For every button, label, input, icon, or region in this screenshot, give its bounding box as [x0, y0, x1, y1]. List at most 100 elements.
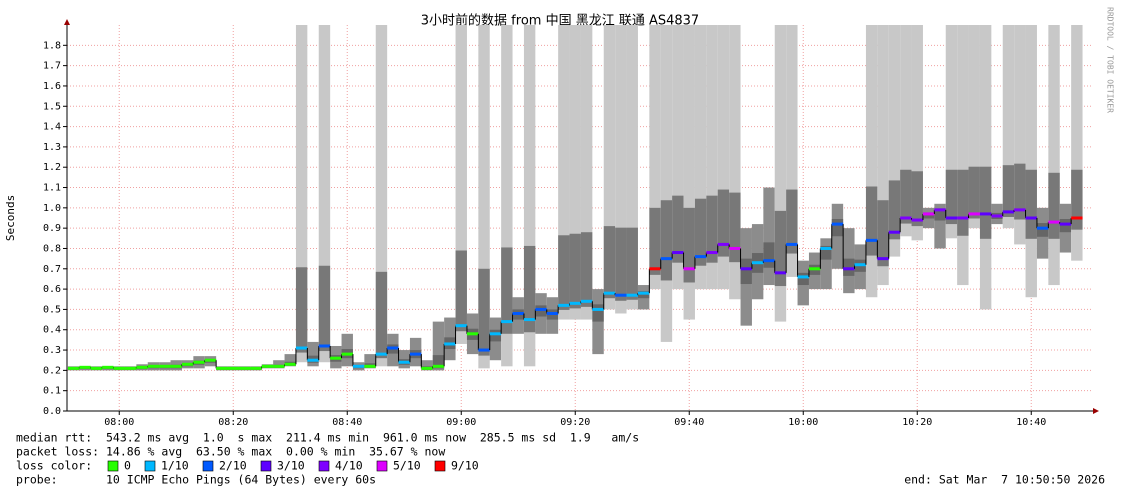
smoke-core [295, 267, 308, 353]
smoke-core [740, 258, 752, 285]
median-segment [352, 364, 365, 368]
smoke-band [968, 25, 980, 229]
smoke-band [318, 25, 331, 363]
median-segment [1036, 226, 1049, 230]
median-segment [284, 362, 296, 366]
x-tick-label: 10:40 [1016, 417, 1046, 428]
y-tick-label: 0.8 [43, 243, 61, 254]
smoke-core [1036, 223, 1049, 237]
smoke-core [375, 271, 388, 359]
median-segment [877, 257, 889, 261]
median-segment [1048, 220, 1060, 224]
median-segment [193, 360, 205, 364]
legend-label: 0 [124, 459, 131, 473]
legend-label: 1/10 [161, 459, 189, 473]
median-segment [124, 366, 137, 370]
median-segment [387, 346, 399, 350]
median-segment [865, 238, 878, 242]
median-segment [603, 291, 616, 295]
smoke-band [911, 25, 923, 241]
smoke-core [843, 258, 855, 276]
median-segment [694, 255, 707, 259]
median-segment [820, 246, 832, 250]
median-segment [432, 364, 445, 368]
median-segment [330, 356, 342, 360]
legend-swatch [318, 460, 330, 472]
median-segment [660, 257, 673, 261]
median-segment [1071, 216, 1083, 220]
median-segment [318, 344, 331, 348]
smoke-core [900, 169, 912, 224]
median [67, 208, 1083, 370]
packet-loss: packet loss: 14.86 % avg 63.50 % max 0.0… [16, 445, 445, 459]
legend-label: 9/10 [451, 459, 479, 473]
median-segment [729, 246, 741, 250]
median-segment [900, 216, 912, 220]
smoke-band [649, 25, 661, 290]
smoke-band [626, 25, 638, 310]
y-tick-label: 0.5 [43, 304, 61, 315]
end-time: end: Sat Mar 7 10:50:50 2026 [904, 473, 1105, 487]
median-segment [1002, 210, 1015, 214]
legend-label: 5/10 [393, 459, 421, 473]
x-tick-label: 09:00 [446, 417, 476, 428]
median-segment [922, 212, 935, 216]
smoke-band [501, 25, 513, 367]
x-tick-label: 08:00 [104, 417, 134, 428]
median-segment [637, 291, 650, 295]
median-segment [751, 261, 764, 265]
smoke-core [432, 355, 445, 369]
smoke-core [592, 304, 604, 322]
smoke-band [603, 25, 616, 310]
smoke-core [888, 180, 901, 240]
smoke-band [706, 25, 718, 290]
median-segment [307, 358, 319, 362]
smoke-core [729, 192, 741, 263]
probe: probe: 10 ICMP Echo Pings (64 Bytes) eve… [16, 473, 376, 487]
smoke-core [649, 207, 661, 275]
legend-swatch [434, 460, 446, 472]
x-arrow [1093, 408, 1099, 414]
smoke-core [455, 250, 467, 332]
median-segment [250, 366, 262, 370]
smoke-core [1025, 169, 1037, 239]
smoke-band [786, 25, 798, 277]
median-segment [626, 293, 638, 297]
median-segment [968, 212, 980, 216]
median-segment [535, 307, 547, 311]
axes [64, 19, 1099, 414]
smoke-band [523, 25, 536, 367]
median-segment [398, 360, 410, 364]
legend-swatch [144, 460, 156, 472]
smoke-core [1014, 163, 1026, 220]
median-segment [1014, 208, 1026, 212]
median-segment [740, 267, 752, 271]
smoke-band [900, 25, 912, 237]
smoke-band [877, 25, 889, 286]
median-segment [957, 216, 969, 220]
y-tick-label: 0.9 [43, 223, 61, 234]
median-segment [615, 293, 627, 297]
y-tick-label: 1.3 [43, 142, 61, 153]
smoke-core [672, 195, 684, 263]
median-segment [204, 358, 217, 362]
median-segment [786, 242, 798, 246]
smoke-band [1025, 25, 1037, 298]
smoke-core [1048, 172, 1060, 239]
smoke-band [945, 25, 958, 239]
smoke-band [934, 203, 946, 249]
median-segment [706, 251, 718, 255]
y-tick-label: 1.0 [43, 203, 61, 214]
median-segment [409, 352, 422, 356]
median-segment [1025, 216, 1037, 220]
median-segment [934, 208, 946, 212]
median-segment [945, 216, 958, 220]
smoke-band [1048, 25, 1060, 286]
median-segment [421, 366, 433, 370]
x-tick-label: 10:00 [788, 417, 818, 428]
smoke-band [284, 354, 296, 367]
y-tick-label: 0.4 [43, 325, 61, 336]
median-segment [136, 365, 148, 369]
smoke-core [626, 227, 638, 300]
smoke-core [1002, 165, 1015, 217]
